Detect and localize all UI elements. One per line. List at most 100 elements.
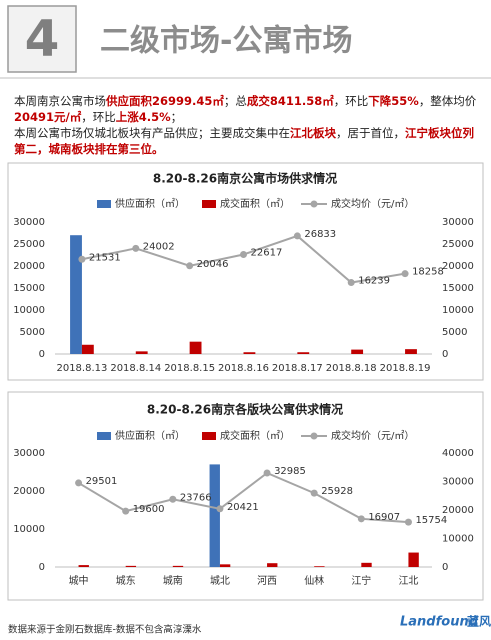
x-tick-label: 2018.8.13: [56, 363, 107, 374]
text: ，环比: [81, 110, 116, 124]
y-tick-label: 25000: [13, 239, 45, 250]
x-tick-label: 城北: [210, 575, 230, 587]
value-label: 15754: [415, 515, 447, 526]
number-box: [7, 5, 77, 73]
value-label: 18258: [412, 267, 444, 278]
price-marker: [293, 232, 301, 240]
text: ，居于首位，: [336, 126, 405, 140]
text: 本周公寓市场仅城北板块有产品供应；主要成交集中在: [14, 126, 290, 140]
highlight: 下降55%: [368, 94, 419, 108]
y-tick-label: 5000: [20, 327, 45, 338]
bar: [81, 344, 94, 354]
value-label: 25928: [321, 486, 353, 497]
y-tick-label: 20000: [13, 486, 45, 497]
x-tick-label: 2018.8.16: [218, 363, 269, 374]
price-marker: [401, 270, 409, 278]
y2-tick-label: 10000: [442, 534, 474, 545]
bar: [125, 565, 137, 567]
y-tick-label: 20000: [13, 261, 45, 272]
legend-label: 成交面积（㎡）: [220, 197, 290, 210]
source-note: 数据来源于金刚石数据库-数据不包含高淳溧水: [8, 624, 202, 636]
highlight: 供应面积26999.45㎡: [106, 94, 224, 108]
chart-title: 8.20-8.26南京公寓市场供求情况: [153, 171, 337, 186]
y2-tick-label: 40000: [442, 448, 474, 459]
price-marker: [122, 507, 130, 515]
y2-tick-label: 20000: [442, 261, 474, 272]
text: ；: [170, 110, 183, 124]
legend-swatch: [202, 432, 216, 440]
x-tick-label: 2018.8.18: [326, 363, 377, 374]
bar: [135, 351, 148, 354]
y-tick-label: 10000: [13, 305, 45, 316]
highlight: 成交8411.58㎡: [246, 94, 334, 108]
y2-tick-label: 30000: [442, 477, 474, 488]
x-tick-label: 仙林: [304, 574, 324, 587]
price-marker: [75, 479, 83, 487]
y-tick-label: 30000: [13, 448, 45, 459]
legend-label: 供应面积（㎡）: [115, 197, 185, 210]
x-tick-label: 河西: [257, 575, 277, 587]
price-marker: [186, 262, 194, 270]
legend-marker: [310, 432, 318, 440]
x-tick-label: 2018.8.17: [272, 363, 323, 374]
text: ；总: [223, 94, 247, 108]
x-tick-label: 城东: [116, 574, 136, 587]
x-tick-label: 城中: [69, 574, 89, 587]
price-marker: [347, 279, 355, 287]
bar: [209, 464, 220, 567]
highlight: 江宁板块位列第二，城南板块排在第三位。: [14, 126, 474, 156]
x-tick-label: 2018.8.14: [110, 363, 161, 374]
y2-tick-label: 5000: [442, 327, 467, 338]
y2-tick-label: 0: [442, 349, 448, 360]
y-tick-label: 0: [39, 349, 45, 360]
legend-swatch: [202, 200, 216, 208]
bar: [267, 563, 278, 567]
value-label: 22617: [251, 247, 283, 258]
section-number: 4: [25, 10, 60, 68]
bar: [314, 566, 325, 567]
price-marker: [404, 518, 412, 526]
chart-frame: [7, 162, 484, 381]
chart-title: 8.20-8.26南京各版块公寓供求情况: [147, 402, 343, 417]
y-tick-label: 15000: [13, 283, 45, 294]
value-label: 23766: [180, 492, 212, 503]
y-tick-label: 0: [39, 562, 45, 573]
legend-label: 供应面积（㎡）: [115, 429, 185, 442]
y2-tick-label: 10000: [442, 305, 474, 316]
legend-swatch: [97, 200, 111, 208]
y2-tick-label: 15000: [442, 283, 474, 294]
text: ，整体均价: [418, 94, 477, 108]
value-label: 29501: [86, 476, 118, 487]
bar: [297, 352, 310, 354]
y-tick-label: 10000: [13, 524, 45, 535]
highlight: 上涨4.5%: [115, 110, 171, 124]
price-marker: [216, 505, 224, 513]
legend-label: 成交均价（元/㎡）: [331, 429, 414, 442]
value-label: 21531: [89, 252, 121, 263]
intro-text: 本周南京公寓市场供应面积26999.45㎡；总成交8411.58㎡，环比下降55…: [14, 93, 480, 157]
price-marker: [310, 489, 318, 497]
y2-tick-label: 25000: [442, 239, 474, 250]
value-label: 20046: [197, 259, 229, 270]
y2-tick-label: 0: [442, 562, 448, 573]
price-marker: [78, 255, 86, 263]
bar: [70, 235, 82, 354]
price-marker: [132, 244, 140, 252]
y2-tick-label: 20000: [442, 505, 474, 516]
text: ，环比: [333, 94, 369, 108]
value-label: 24002: [143, 241, 175, 252]
legend-label: 成交均价（元/㎡）: [331, 197, 414, 210]
bar: [172, 565, 184, 567]
text: 本周南京公寓市场: [14, 94, 106, 108]
bar: [361, 562, 372, 567]
price-line: [78, 471, 409, 524]
bar: [408, 552, 419, 567]
legend-marker: [310, 200, 318, 208]
bar: [351, 349, 364, 354]
value-label: 16239: [358, 276, 390, 287]
legend-swatch: [97, 432, 111, 440]
y-tick-label: 30000: [13, 217, 45, 228]
section-title: 二级市场-公寓市场: [100, 24, 352, 59]
